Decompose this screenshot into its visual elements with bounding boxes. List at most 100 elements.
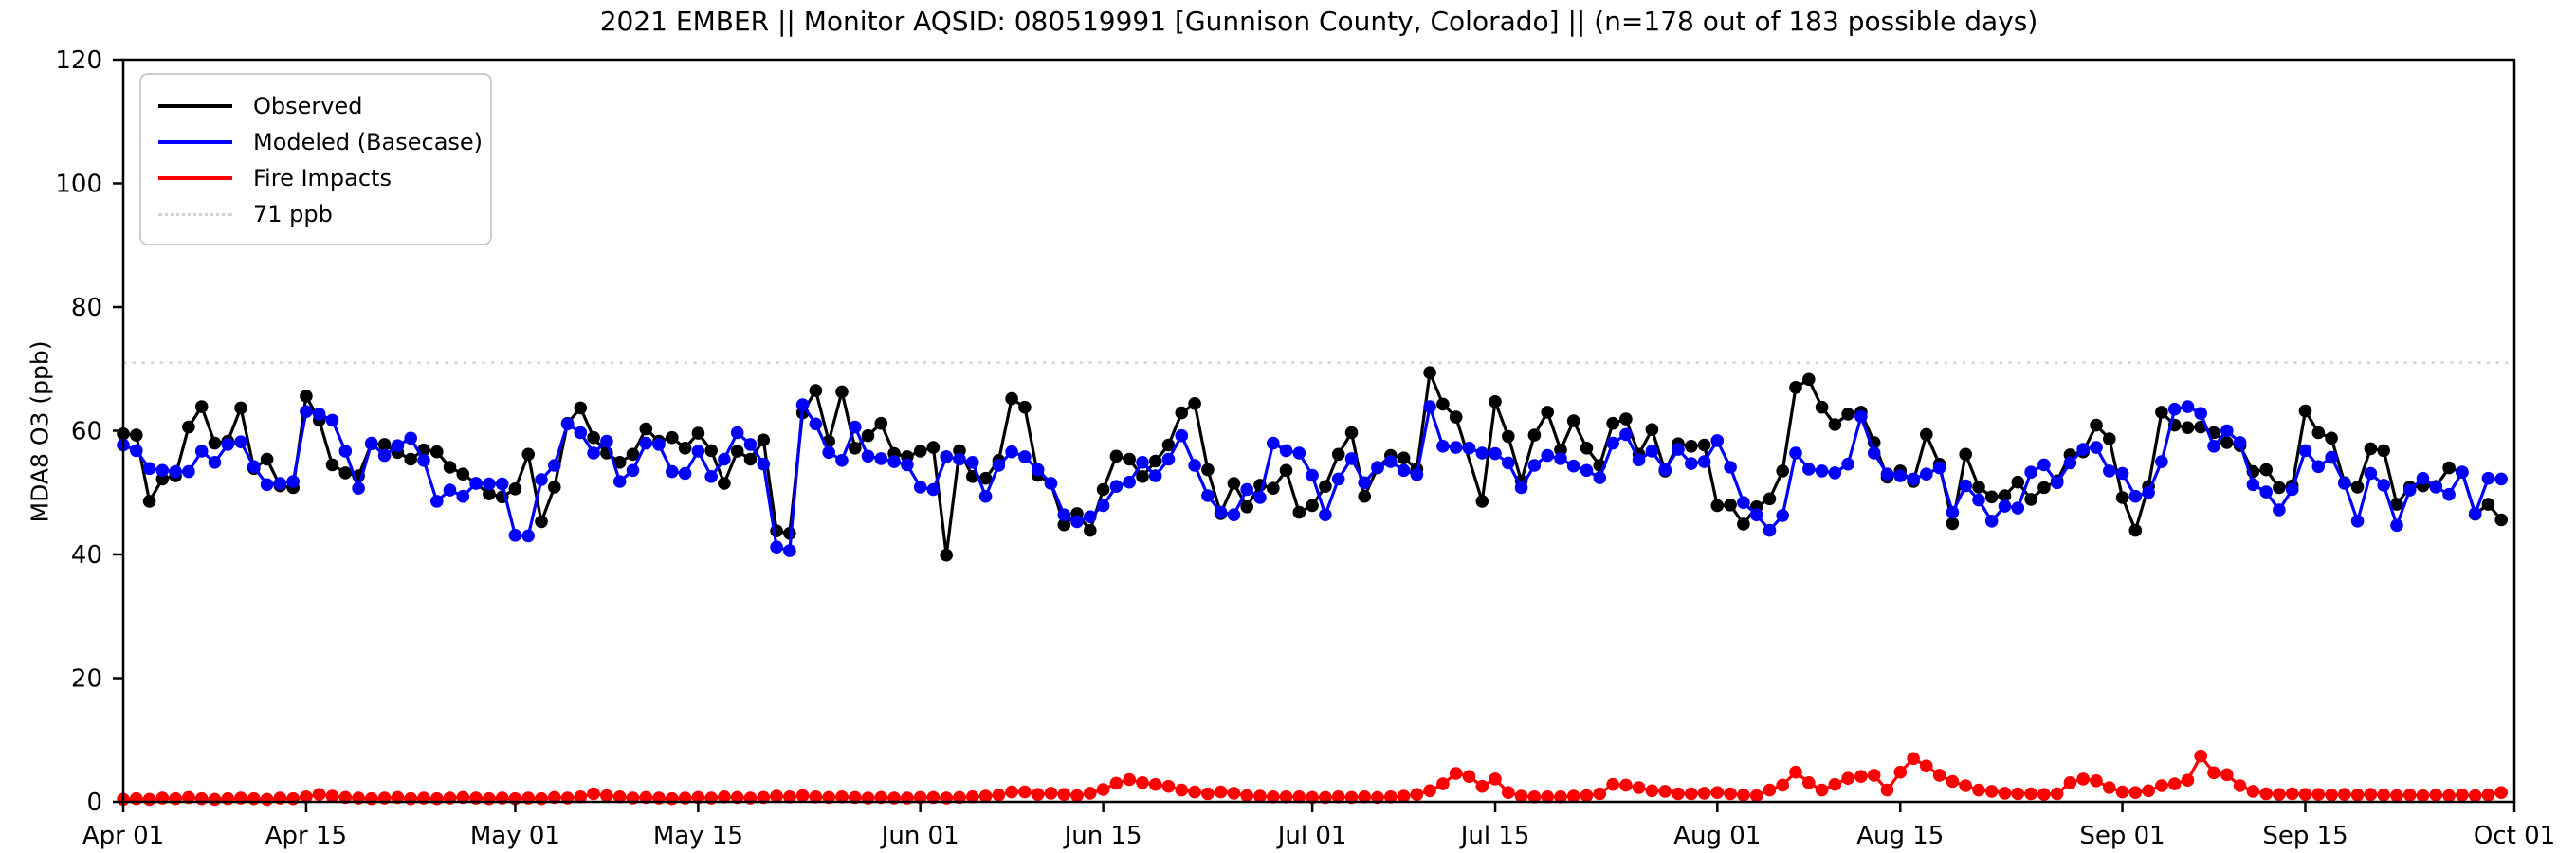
series-marker-observed bbox=[1502, 429, 1515, 444]
series-marker-observed bbox=[2024, 493, 2037, 506]
x-tick-label: May 15 bbox=[653, 822, 743, 850]
series-marker-modeled-basecase- bbox=[835, 454, 849, 467]
series-marker-fire-impacts bbox=[2063, 776, 2077, 789]
series-marker-fire-impacts bbox=[1267, 790, 1280, 804]
series-marker-observed bbox=[1489, 395, 1502, 408]
y-tick-label: 120 bbox=[55, 46, 102, 75]
series-marker-fire-impacts bbox=[1789, 765, 1802, 779]
series-marker-modeled-basecase- bbox=[1109, 480, 1124, 493]
series-marker-fire-impacts bbox=[2115, 785, 2129, 799]
series-marker-modeled-basecase- bbox=[1867, 446, 1881, 460]
series-marker-fire-impacts bbox=[2050, 787, 2064, 801]
series-marker-modeled-basecase- bbox=[1724, 461, 1737, 474]
series-marker-fire-impacts bbox=[2090, 774, 2103, 788]
series-marker-modeled-basecase- bbox=[2167, 402, 2182, 416]
series-marker-fire-impacts bbox=[2037, 788, 2051, 801]
series-marker-fire-impacts bbox=[1123, 772, 1136, 787]
series-marker-modeled-basecase- bbox=[757, 457, 771, 471]
series-marker-fire-impacts bbox=[2350, 789, 2365, 802]
series-marker-modeled-basecase- bbox=[1267, 436, 1280, 450]
series-marker-modeled-basecase- bbox=[1697, 455, 1711, 468]
series-marker-modeled-basecase- bbox=[1279, 444, 1293, 458]
series-marker-fire-impacts bbox=[835, 790, 849, 804]
series-marker-observed bbox=[704, 444, 718, 458]
series-marker-modeled-basecase- bbox=[2103, 464, 2116, 478]
series-marker-modeled-basecase- bbox=[548, 459, 561, 472]
series-marker-observed bbox=[208, 436, 222, 450]
legend-line-sample bbox=[158, 212, 232, 216]
series-marker-fire-impacts bbox=[1018, 785, 1032, 799]
series-marker-observed bbox=[1084, 523, 1097, 537]
series-marker-observed bbox=[2259, 463, 2273, 477]
series-marker-observed bbox=[1527, 428, 1542, 442]
series-marker-modeled-basecase- bbox=[1802, 463, 1816, 476]
series-marker-observed bbox=[1096, 482, 1110, 497]
series-marker-fire-impacts bbox=[1136, 776, 1149, 789]
series-marker-fire-impacts bbox=[300, 790, 313, 804]
series-marker-modeled-basecase- bbox=[1685, 457, 1698, 470]
series-marker-fire-impacts bbox=[1672, 787, 1685, 801]
series-marker-fire-impacts bbox=[2259, 787, 2273, 801]
y-tick-label: 0 bbox=[86, 789, 102, 817]
series-marker-fire-impacts bbox=[260, 792, 274, 807]
series-marker-modeled-basecase- bbox=[495, 477, 509, 491]
series-marker-modeled-basecase- bbox=[2338, 477, 2351, 490]
series-line-observed bbox=[121, 371, 2503, 557]
series-marker-modeled-basecase- bbox=[966, 456, 979, 469]
legend-item-modeled-basecase-: Modeled (Basecase) bbox=[158, 124, 483, 160]
legend-item-fire-impacts: Fire Impacts bbox=[158, 160, 473, 196]
series-marker-modeled-basecase- bbox=[1384, 455, 1398, 468]
series-marker-observed bbox=[1344, 426, 1359, 440]
y-tick-label: 80 bbox=[71, 294, 102, 322]
series-marker-observed bbox=[666, 430, 679, 445]
series-marker-modeled-basecase- bbox=[2494, 472, 2508, 486]
series-marker-fire-impacts bbox=[1031, 788, 1045, 801]
x-tick-label: May 01 bbox=[470, 822, 560, 850]
series-marker-fire-impacts bbox=[169, 791, 182, 806]
series-marker-modeled-basecase- bbox=[2155, 455, 2168, 468]
series-marker-modeled-basecase- bbox=[2311, 460, 2326, 474]
series-marker-modeled-basecase- bbox=[1201, 489, 1215, 502]
series-marker-modeled-basecase- bbox=[286, 475, 301, 488]
series-marker-observed bbox=[1946, 517, 1960, 531]
series-marker-modeled-basecase- bbox=[2416, 471, 2430, 485]
series-marker-fire-impacts bbox=[1619, 778, 1633, 792]
series-marker-fire-impacts bbox=[1084, 787, 1097, 800]
series-marker-fire-impacts bbox=[1593, 787, 1607, 801]
series-marker-observed bbox=[1005, 391, 1018, 406]
series-marker-modeled-basecase- bbox=[1580, 463, 1594, 478]
series-marker-observed bbox=[483, 487, 496, 500]
series-marker-fire-impacts bbox=[1776, 778, 1789, 792]
series-marker-fire-impacts bbox=[2024, 787, 2037, 801]
series-marker-fire-impacts bbox=[1632, 781, 1646, 794]
series-marker-modeled-basecase- bbox=[1344, 452, 1359, 465]
series-marker-modeled-basecase- bbox=[1188, 459, 1201, 472]
series-marker-observed bbox=[1685, 440, 1698, 453]
series-marker-observed bbox=[874, 416, 888, 430]
series-marker-fire-impacts bbox=[2167, 777, 2182, 790]
series-marker-modeled-basecase- bbox=[194, 445, 209, 458]
series-marker-fire-impacts bbox=[1502, 786, 1515, 799]
series-marker-observed bbox=[2481, 498, 2495, 511]
series-marker-modeled-basecase- bbox=[142, 462, 156, 476]
series-marker-fire-impacts bbox=[1240, 789, 1253, 803]
series-marker-fire-impacts bbox=[365, 791, 378, 806]
series-marker-fire-impacts bbox=[535, 791, 548, 806]
series-marker-fire-impacts bbox=[978, 789, 993, 803]
series-marker-modeled-basecase- bbox=[1645, 445, 1659, 458]
series-marker-observed bbox=[1959, 447, 1972, 462]
series-marker-observed bbox=[430, 445, 444, 459]
series-marker-modeled-basecase- bbox=[1998, 499, 2012, 513]
series-marker-observed bbox=[1397, 451, 1411, 465]
series-marker-observed bbox=[1972, 481, 1985, 494]
x-tick-label: Jul 15 bbox=[1459, 822, 1530, 850]
series-marker-modeled-basecase- bbox=[1749, 508, 1763, 521]
series-marker-observed bbox=[130, 428, 143, 442]
series-marker-modeled-basecase- bbox=[849, 420, 862, 434]
series-marker-observed bbox=[2298, 404, 2312, 418]
series-marker-fire-impacts bbox=[587, 787, 600, 801]
series-marker-fire-impacts bbox=[1462, 770, 1476, 783]
series-marker-fire-impacts bbox=[1436, 777, 1450, 790]
series-marker-observed bbox=[2011, 475, 2025, 489]
series-marker-fire-impacts bbox=[1489, 772, 1502, 786]
